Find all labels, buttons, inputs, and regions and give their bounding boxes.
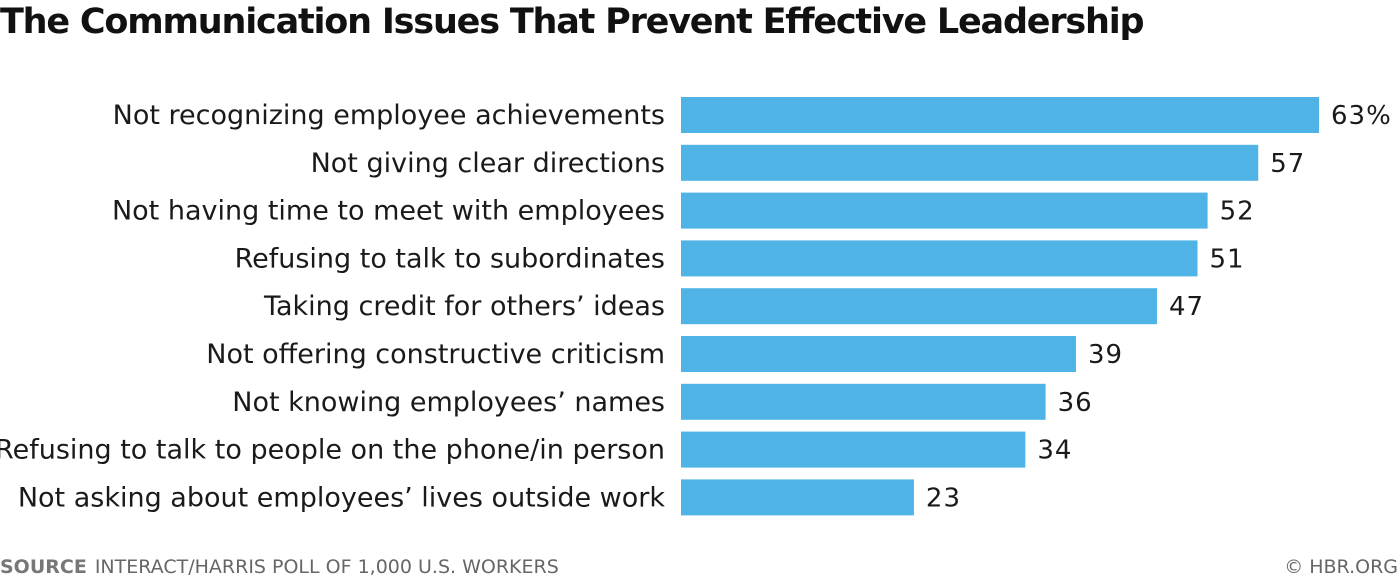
bar xyxy=(681,145,1258,181)
category-label: Not asking about employees’ lives outsid… xyxy=(18,482,666,513)
category-label: Not having time to meet with employees xyxy=(112,196,665,227)
value-label: 51 xyxy=(1209,244,1244,274)
copyright-credit: © HBR.ORG xyxy=(1284,556,1398,578)
value-label: 34 xyxy=(1037,436,1072,466)
bars xyxy=(681,97,1319,515)
bar xyxy=(681,240,1197,276)
value-label: 63% xyxy=(1331,101,1392,131)
value-label: 47 xyxy=(1169,292,1204,322)
source-label: SOURCE xyxy=(0,556,87,578)
category-labels: Not recognizing employee achievements Not… xyxy=(0,100,665,513)
bar xyxy=(681,479,914,515)
category-label: Not knowing employees’ names xyxy=(232,387,665,418)
bar-chart: Not recognizing employee achievements Not… xyxy=(0,0,1400,540)
category-label: Not offering constructive criticism xyxy=(206,339,665,370)
bar xyxy=(681,336,1076,372)
bar xyxy=(681,193,1208,229)
bar xyxy=(681,97,1319,133)
value-label: 52 xyxy=(1220,197,1255,227)
bar xyxy=(681,288,1157,324)
bar xyxy=(681,432,1025,468)
bar xyxy=(681,384,1046,420)
value-label: 23 xyxy=(926,483,961,513)
category-label: Refusing to talk to people on the phone/… xyxy=(0,435,665,466)
value-label: 57 xyxy=(1270,149,1305,179)
category-label: Not recognizing employee achievements xyxy=(113,100,665,131)
footer: SOURCE INTERACT/HARRIS POLL OF 1,000 U.S.… xyxy=(0,556,1400,580)
value-label: 36 xyxy=(1058,388,1093,418)
category-label: Taking credit for others’ ideas xyxy=(263,291,665,322)
category-label: Not giving clear directions xyxy=(311,148,665,179)
category-label: Refusing to talk to subordinates xyxy=(235,243,665,274)
value-label: 39 xyxy=(1088,340,1123,370)
source-text: INTERACT/HARRIS POLL OF 1,000 U.S. WORKE… xyxy=(95,556,559,578)
